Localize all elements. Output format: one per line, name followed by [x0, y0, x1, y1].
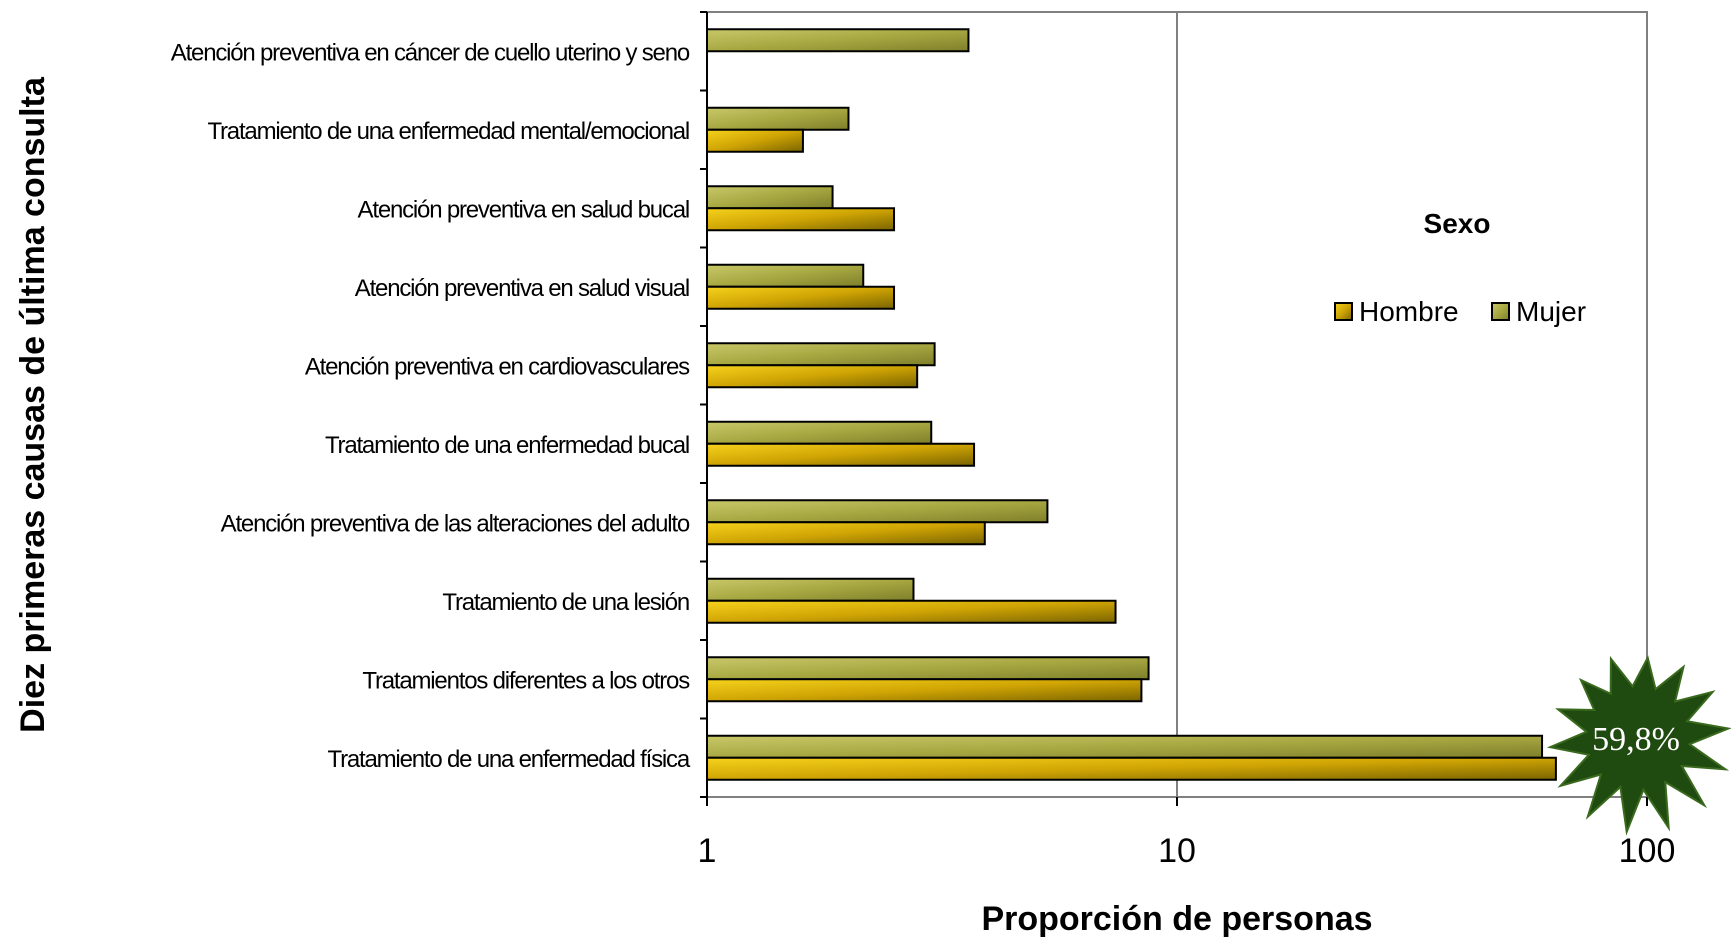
bar-mujer: [706, 263, 865, 288]
bar-mujer: [706, 734, 1544, 759]
y-axis-title: Diez primeras causas de última consulta: [14, 76, 52, 733]
burst-shape: [1546, 655, 1731, 836]
annotation-burst: 59,8%: [1546, 655, 1731, 836]
x-tick-labels: 1 10 100: [698, 832, 1676, 870]
x-axis-title: Proporción de personas: [981, 900, 1372, 937]
category-label: Tratamiento de una enfermedad bucal: [325, 432, 689, 459]
bar-hombre: [706, 207, 896, 232]
bar-hombre: [706, 285, 896, 310]
bar-mujer: [706, 420, 933, 445]
category-label: Atención preventiva en salud bucal: [358, 196, 689, 223]
bar-mujer: [706, 106, 850, 131]
legend-label-mujer: Mujer: [1516, 296, 1586, 327]
bar-hombre: [706, 442, 976, 467]
bar-hombre: [706, 756, 1557, 781]
category-label: Tratamiento de una enfermedad física: [328, 746, 691, 773]
legend-title: Sexo: [1424, 208, 1491, 239]
legend-label-hombre: Hombre: [1359, 296, 1459, 327]
category-label: Atención preventiva de las alteraciones …: [221, 510, 690, 537]
category-label: Tratamiento de una lesión: [442, 589, 689, 616]
legend-swatch-hombre: [1334, 302, 1353, 321]
x-tick-label: 100: [1619, 832, 1676, 870]
bar-hombre: [706, 678, 1143, 703]
category-label: Tratamiento de una enfermedad mental/emo…: [207, 118, 689, 145]
legend-item-mujer: Mujer: [1491, 296, 1586, 327]
axes: [700, 11, 1648, 806]
x-tick-label: 10: [1158, 832, 1196, 870]
bar-mujer: [706, 28, 970, 53]
bar-mujer: [706, 656, 1150, 681]
bar-hombre: [706, 364, 919, 389]
bar-mujer: [706, 499, 1049, 524]
bar-mujer: [706, 577, 915, 602]
bar-hombre: [706, 599, 1117, 624]
bar-hombre: [706, 521, 986, 546]
category-label: Atención preventiva en cardiovasculares: [305, 353, 690, 380]
x-tick-label: 1: [698, 832, 717, 870]
bars: [706, 28, 1557, 781]
burst-label: 59,8%: [1592, 721, 1680, 758]
legend-swatch-mujer: [1491, 302, 1510, 321]
category-label: Tratamientos diferentes a los otros: [362, 667, 690, 694]
bar-hombre: [706, 128, 804, 153]
category-labels: Atención preventiva en cáncer de cuello …: [171, 39, 692, 773]
category-label: Atención preventiva en cáncer de cuello …: [171, 39, 690, 66]
category-label: Atención preventiva en salud visual: [355, 275, 689, 302]
bar-mujer: [706, 185, 834, 210]
bar-mujer: [706, 342, 936, 367]
legend: Sexo Hombre Mujer: [1334, 208, 1586, 327]
legend-item-hombre: Hombre: [1334, 296, 1459, 327]
